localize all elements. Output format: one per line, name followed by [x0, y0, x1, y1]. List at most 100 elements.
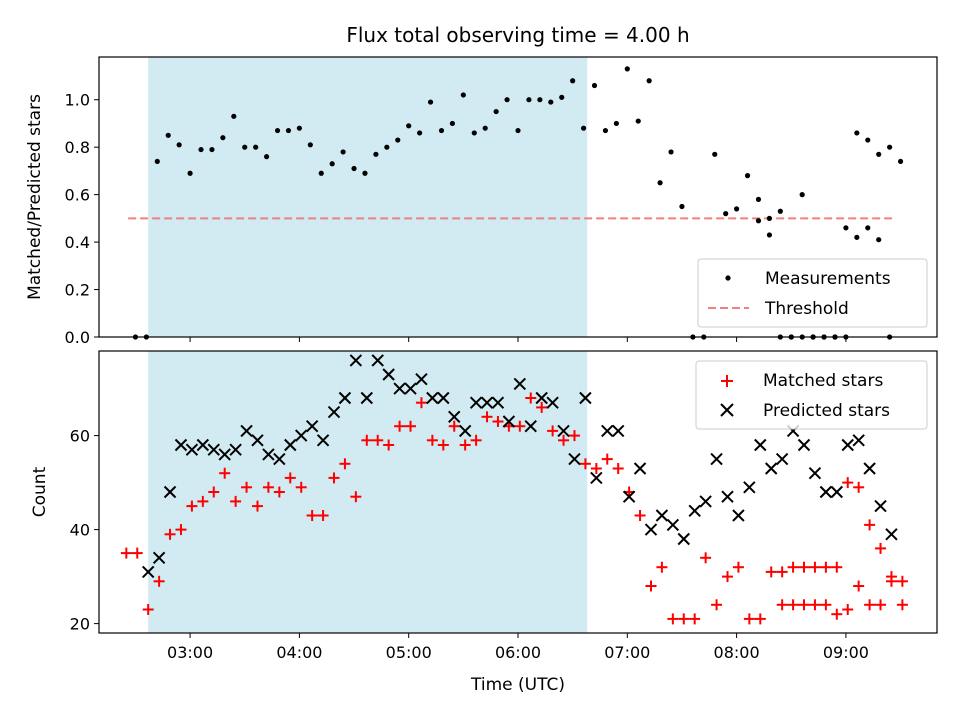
- predicted-star-stroke: [535, 391, 548, 405]
- predicted-star-point: [568, 452, 581, 466]
- matched-star-point: [142, 604, 154, 615]
- predicted-star-stroke: [327, 405, 341, 419]
- matched-star-point: [896, 599, 908, 611]
- measurement-point: [362, 170, 368, 176]
- predicted-star-stroke: [557, 424, 570, 438]
- matched-star-point: [678, 613, 690, 625]
- x-tick-label: 04:00: [276, 643, 322, 662]
- predicted-star-stroke: [185, 443, 199, 456]
- matched-star-point: [361, 434, 373, 446]
- predicted-star-stroke: [568, 452, 581, 466]
- matched-star-point: [536, 401, 548, 413]
- matched-star-point: [131, 547, 143, 559]
- predicted-star-stroke: [655, 509, 669, 522]
- x-tick-label: 09:00: [823, 643, 869, 662]
- matched-star-point: [186, 500, 198, 512]
- predicted-star-stroke: [251, 434, 264, 447]
- predicted-star-point: [295, 429, 308, 442]
- measurement-point: [417, 130, 423, 136]
- predicted-star-point: [448, 410, 461, 424]
- predicted-star-point: [754, 438, 767, 452]
- measurement-point: [296, 125, 302, 131]
- predicted-star-stroke: [491, 396, 505, 409]
- predicted-star-point: [262, 448, 275, 461]
- predicted-star-point: [174, 438, 188, 452]
- predicted-star-stroke: [852, 434, 865, 447]
- measurement-point: [766, 232, 773, 238]
- predicted-star-point: [819, 485, 833, 499]
- legend-matched-label: Matched stars: [763, 371, 883, 391]
- predicted-star-stroke: [448, 410, 461, 424]
- predicted-star-point: [305, 419, 319, 433]
- predicted-star-point: [316, 434, 330, 447]
- predicted-star-stroke: [666, 518, 680, 532]
- predicted-star-stroke: [229, 443, 242, 456]
- predicted-star-point: [852, 434, 865, 447]
- top-y-tick-label: 0.2: [65, 281, 90, 300]
- predicted-star-point: [535, 391, 548, 405]
- top-y-axis-label: Matched/Predicted stars: [25, 94, 45, 300]
- measurement-point: [340, 149, 346, 155]
- measurement-point: [854, 130, 860, 136]
- matched-star-point: [164, 528, 176, 540]
- predicted-star-stroke: [262, 448, 275, 461]
- predicted-star-point: [677, 532, 690, 546]
- measurement-point: [734, 206, 740, 212]
- matched-star-point: [820, 599, 832, 611]
- top-y-tick-label: 1.0: [65, 91, 90, 110]
- predicted-star-stroke: [611, 424, 625, 438]
- matched-star-point: [284, 472, 296, 484]
- matched-star-point: [426, 434, 438, 446]
- measurement-point: [799, 192, 805, 198]
- measurement-point: [504, 97, 510, 103]
- predicted-star-point: [152, 551, 166, 565]
- measurement-point: [755, 218, 762, 224]
- matched-star-point: [787, 561, 799, 573]
- matched-star-point: [448, 420, 460, 432]
- measurement-point: [897, 158, 904, 165]
- matched-star-point: [415, 397, 427, 409]
- legend-matched-marker: [721, 375, 733, 387]
- predicted-star-stroke: [590, 471, 603, 485]
- bottom-y-tick-label: 40: [70, 521, 90, 540]
- predicted-star-stroke: [710, 452, 723, 466]
- matched-star-point: [798, 599, 810, 611]
- predicted-star-stroke: [579, 391, 592, 405]
- measurement-point: [537, 97, 543, 103]
- measurement-point: [264, 154, 270, 160]
- measurement-point: [154, 158, 160, 165]
- predicted-star-stroke: [349, 354, 363, 367]
- measurement-point: [351, 165, 357, 172]
- measurement-point: [373, 151, 379, 157]
- predicted-star-stroke: [633, 462, 647, 475]
- predicted-star-point: [251, 434, 264, 447]
- measurement-point: [580, 125, 587, 131]
- matched-star-point: [864, 599, 876, 611]
- predicted-star-stroke: [644, 523, 658, 536]
- predicted-star-stroke: [469, 396, 483, 409]
- predicted-star-point: [601, 424, 614, 438]
- predicted-star-point: [458, 424, 472, 438]
- bottom-y-axis-label: Count: [30, 466, 50, 517]
- predicted-star-point: [743, 481, 756, 494]
- matched-star-point: [875, 599, 887, 611]
- measurement-point: [766, 215, 773, 221]
- predicted-star-point: [546, 396, 559, 409]
- matched-star-point: [722, 571, 733, 583]
- legend-predicted-label: Predicted stars: [763, 401, 890, 421]
- measurement-point: [624, 66, 630, 72]
- matched-star-point: [558, 434, 570, 446]
- predicted-star-point: [590, 471, 603, 485]
- matched-star-point: [700, 552, 712, 564]
- matched-star-point: [372, 434, 384, 446]
- measurement-point: [187, 170, 193, 176]
- predicted-star-stroke: [393, 382, 406, 395]
- predicted-star-point: [579, 391, 592, 405]
- predicted-star-point: [557, 424, 570, 438]
- measurement-point: [755, 196, 762, 202]
- predicted-star-point: [611, 424, 625, 438]
- predicted-star-stroke: [316, 434, 330, 447]
- matched-star-point: [831, 561, 843, 573]
- bottom-panel: 20 40 60 03:00 04:00 05:00 06:00 07:00 08:00 09:…: [30, 350, 938, 695]
- measurement-point: [865, 225, 871, 231]
